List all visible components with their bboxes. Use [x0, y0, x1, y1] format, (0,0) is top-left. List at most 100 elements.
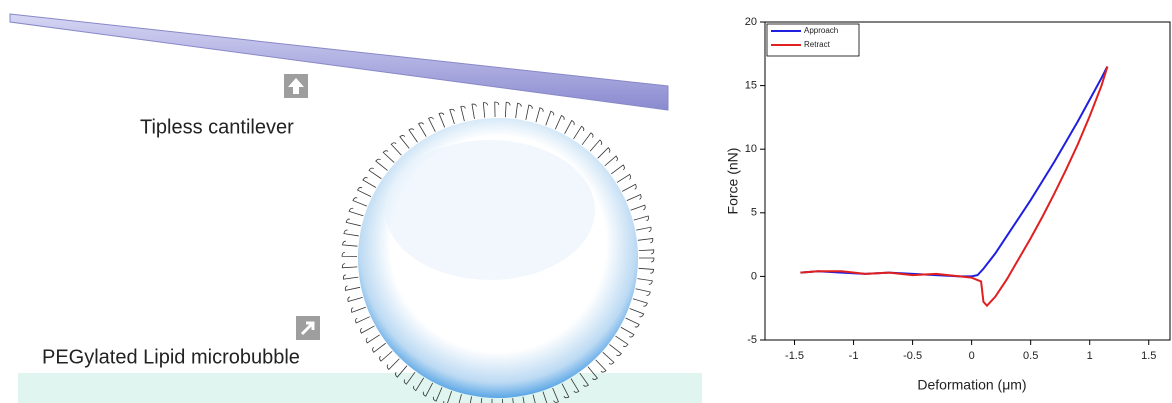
legend-label: Approach	[804, 26, 838, 35]
peg-hair	[630, 204, 646, 211]
peg-hair	[438, 112, 446, 128]
y-tick-label: 10	[745, 143, 757, 155]
peg-hair	[504, 101, 511, 118]
peg-hair	[633, 215, 649, 222]
peg-hair	[637, 238, 654, 244]
peg-hair	[379, 350, 393, 362]
peg-hair	[609, 344, 622, 357]
peg-hair	[525, 104, 533, 120]
peg-hair	[341, 251, 358, 257]
peg-hair	[362, 177, 377, 188]
bubble-label: PEGylated Lipid microbubble	[42, 346, 300, 368]
peg-hair	[626, 194, 642, 202]
peg-hair	[395, 365, 408, 378]
peg-hair	[365, 334, 380, 344]
peg-hair	[382, 150, 395, 163]
peg-hair	[422, 382, 434, 397]
peg-hair	[482, 102, 488, 118]
peg-hair	[348, 207, 364, 217]
data-line	[800, 66, 1109, 278]
peg-hair	[625, 317, 640, 328]
cantilever-label: Tipless cantilever	[140, 116, 294, 138]
peg-hair	[561, 383, 570, 399]
peg-hair	[636, 226, 652, 233]
x-tick-label: -1.5	[785, 350, 804, 362]
peg-hair	[615, 335, 629, 347]
x-tick-label: -0.5	[903, 350, 922, 362]
arrow-up	[288, 78, 304, 94]
peg-hair	[545, 110, 555, 126]
x-axis-label: Deformation (μm)	[917, 377, 1026, 393]
peg-hair	[443, 391, 453, 403]
x-tick-label: 0.5	[1023, 350, 1038, 362]
peg-hair	[604, 155, 618, 167]
peg-hair	[413, 377, 425, 392]
peg-hair	[579, 372, 589, 387]
peg-hair	[341, 263, 358, 269]
peg-hair	[589, 139, 603, 152]
peg-hair	[355, 316, 370, 324]
data-line	[800, 66, 1109, 308]
y-tick-label: 15	[745, 80, 757, 92]
peg-hair	[570, 378, 580, 393]
peg-hair	[432, 387, 443, 402]
peg-hair	[581, 132, 594, 146]
peg-hair	[638, 249, 655, 255]
peg-hair	[390, 142, 402, 156]
peg-hair	[595, 359, 607, 373]
peg-hair	[372, 342, 386, 353]
peg-hair	[639, 257, 655, 263]
peg-hair	[635, 288, 651, 296]
peg-hair	[449, 108, 455, 125]
y-axis-label: Force (nN)	[725, 148, 741, 215]
peg-hair	[460, 105, 466, 122]
peg-hair	[343, 229, 359, 237]
peg-hair	[471, 103, 477, 120]
peg-hair	[408, 128, 418, 143]
legend	[766, 23, 860, 57]
y-tick-label: 0	[751, 270, 757, 282]
peg-hair	[637, 278, 653, 285]
peg-hair	[344, 285, 361, 291]
y-tick-label: 20	[745, 16, 757, 28]
peg-hair	[622, 183, 637, 192]
peg-hair	[357, 187, 372, 197]
legend-label: Retract	[804, 40, 831, 49]
peg-hair	[602, 352, 615, 365]
cantilever	[9, 13, 669, 111]
bubble-highlight	[385, 140, 595, 280]
y-tick-label: -5	[747, 334, 757, 346]
x-tick-label: -1	[849, 350, 859, 362]
peg-hair	[342, 274, 359, 280]
peg-hair	[428, 117, 436, 132]
peg-hair	[494, 101, 500, 118]
peg-hair	[368, 167, 382, 180]
peg-hair	[535, 107, 544, 123]
x-tick-label: 1	[1087, 350, 1093, 362]
peg-hair	[587, 366, 599, 380]
peg-hair	[375, 158, 388, 171]
peg-hair	[360, 325, 375, 334]
peg-hair	[564, 119, 575, 134]
peg-hair	[345, 218, 361, 227]
peg-hair	[515, 102, 522, 119]
peg-hair	[638, 267, 655, 274]
peg-hair	[573, 125, 585, 140]
peg-hair	[403, 371, 416, 385]
y-tick-label: 5	[751, 207, 757, 219]
peg-hair	[418, 122, 427, 137]
peg-hair	[616, 173, 632, 183]
peg-hair	[597, 147, 611, 159]
x-tick-label: 1.5	[1141, 350, 1156, 362]
peg-hair	[632, 298, 648, 307]
peg-hair	[610, 164, 625, 175]
peg-hair	[347, 296, 363, 303]
peg-hair	[386, 358, 400, 371]
arrow-diag	[300, 321, 315, 336]
plot-frame	[764, 21, 1171, 341]
peg-hair	[552, 387, 559, 403]
peg-hair	[342, 240, 358, 247]
peg-hair	[350, 306, 366, 313]
